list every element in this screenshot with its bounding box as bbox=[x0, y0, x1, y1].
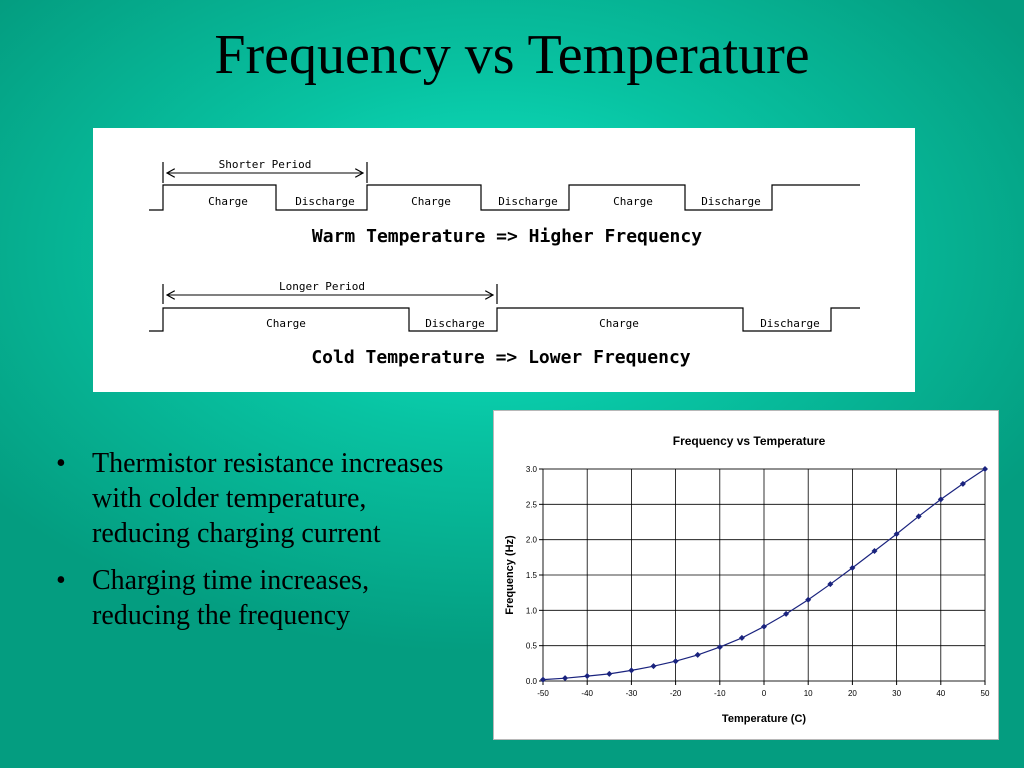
data-point bbox=[893, 531, 900, 538]
bullet-marker: • bbox=[56, 565, 66, 596]
x-tick-label: 50 bbox=[981, 689, 990, 698]
y-tick-label: 2.0 bbox=[526, 536, 538, 545]
data-point bbox=[606, 670, 613, 677]
warm-waveform bbox=[149, 184, 860, 211]
y-tick-label: 2.5 bbox=[526, 500, 538, 509]
y-axis-label: Frequency (Hz) bbox=[504, 535, 516, 615]
y-tick-label: 1.0 bbox=[526, 606, 538, 615]
x-tick-label: 0 bbox=[762, 689, 767, 698]
data-point bbox=[915, 513, 922, 520]
cold-segment-label: Charge bbox=[599, 317, 639, 330]
data-point bbox=[849, 564, 856, 571]
bullet-item: • Charging time increases, reducing the … bbox=[56, 563, 456, 633]
cold-period-marker bbox=[162, 284, 498, 304]
data-point bbox=[672, 658, 679, 665]
data-point bbox=[738, 634, 745, 641]
x-tick-label: -40 bbox=[581, 689, 593, 698]
warm-period-marker bbox=[162, 162, 368, 183]
data-point bbox=[761, 623, 767, 630]
chart-title: Frequency vs Temperature bbox=[673, 434, 826, 448]
data-point bbox=[959, 480, 966, 487]
data-point bbox=[694, 651, 701, 658]
y-tick-label: 3.0 bbox=[526, 465, 538, 474]
bullet-text: Charging time increases, reducing the fr… bbox=[92, 565, 370, 631]
x-tick-label: -10 bbox=[714, 689, 726, 698]
data-point bbox=[716, 644, 723, 651]
chart-panel: Frequency vs Temperature 0.0 0.5 1.0 1.5 2.0… bbox=[493, 410, 999, 740]
cold-segment-label: Discharge bbox=[425, 317, 485, 330]
data-point bbox=[783, 610, 790, 617]
frequency-chart: Frequency vs Temperature 0.0 0.5 1.0 1.5 2.0… bbox=[504, 434, 990, 725]
data-point bbox=[562, 675, 569, 682]
warm-segment-label: Charge bbox=[208, 195, 248, 208]
bullet-text: Thermistor resistance increases with col… bbox=[92, 448, 444, 549]
bullet-list: • Thermistor resistance increases with c… bbox=[56, 446, 456, 645]
data-point bbox=[628, 667, 635, 674]
warm-segment-label: Discharge bbox=[295, 195, 355, 208]
cold-segment-label: Discharge bbox=[760, 317, 820, 330]
timing-diagram: Shorter Period Charge Discharge Charge D… bbox=[93, 128, 915, 392]
x-tick-label: 30 bbox=[892, 689, 901, 698]
data-point bbox=[584, 673, 591, 680]
cold-waveform bbox=[149, 307, 860, 332]
series-points bbox=[540, 466, 988, 683]
x-tick-label: 20 bbox=[848, 689, 857, 698]
data-point bbox=[937, 496, 944, 503]
warm-segment-label: Charge bbox=[411, 195, 451, 208]
slide-title: Frequency vs Temperature bbox=[214, 24, 810, 86]
data-point bbox=[871, 547, 878, 554]
cold-period-label: Longer Period bbox=[279, 280, 365, 293]
warm-caption: Warm Temperature => Higher Frequency bbox=[312, 226, 702, 247]
bullet-marker: • bbox=[56, 448, 66, 479]
x-tick-label: -20 bbox=[670, 689, 682, 698]
warm-segment-label: Charge bbox=[613, 195, 653, 208]
cold-caption: Cold Temperature => Lower Frequency bbox=[311, 347, 690, 368]
y-axis: 0.0 0.5 1.0 1.5 2.0 2.5 3.0 bbox=[526, 465, 543, 686]
x-tick-label: 10 bbox=[804, 689, 813, 698]
x-axis-label: Temperature (C) bbox=[722, 713, 806, 725]
timing-diagram-svg: Shorter Period Charge Discharge Charge D… bbox=[149, 158, 860, 368]
grid-lines bbox=[542, 468, 986, 682]
bullet-item: • Thermistor resistance increases with c… bbox=[56, 446, 456, 551]
x-tick-label: -50 bbox=[537, 689, 549, 698]
x-tick-label: 40 bbox=[936, 689, 945, 698]
y-tick-label: 0.5 bbox=[526, 642, 538, 651]
y-tick-label: 0.0 bbox=[526, 677, 538, 686]
cold-segment-label: Charge bbox=[266, 317, 306, 330]
x-tick-label: -30 bbox=[626, 689, 638, 698]
warm-period-label: Shorter Period bbox=[219, 158, 312, 171]
warm-segment-label: Discharge bbox=[498, 195, 558, 208]
x-axis: -50 -40 -30 -20 -10 0 10 20 30 40 50 bbox=[537, 681, 990, 698]
data-point bbox=[827, 581, 834, 588]
y-tick-label: 1.5 bbox=[526, 571, 538, 580]
data-point bbox=[805, 596, 812, 603]
warm-segment-label: Discharge bbox=[701, 195, 761, 208]
data-point bbox=[650, 663, 657, 670]
data-point bbox=[540, 676, 546, 683]
data-point bbox=[982, 466, 988, 472]
